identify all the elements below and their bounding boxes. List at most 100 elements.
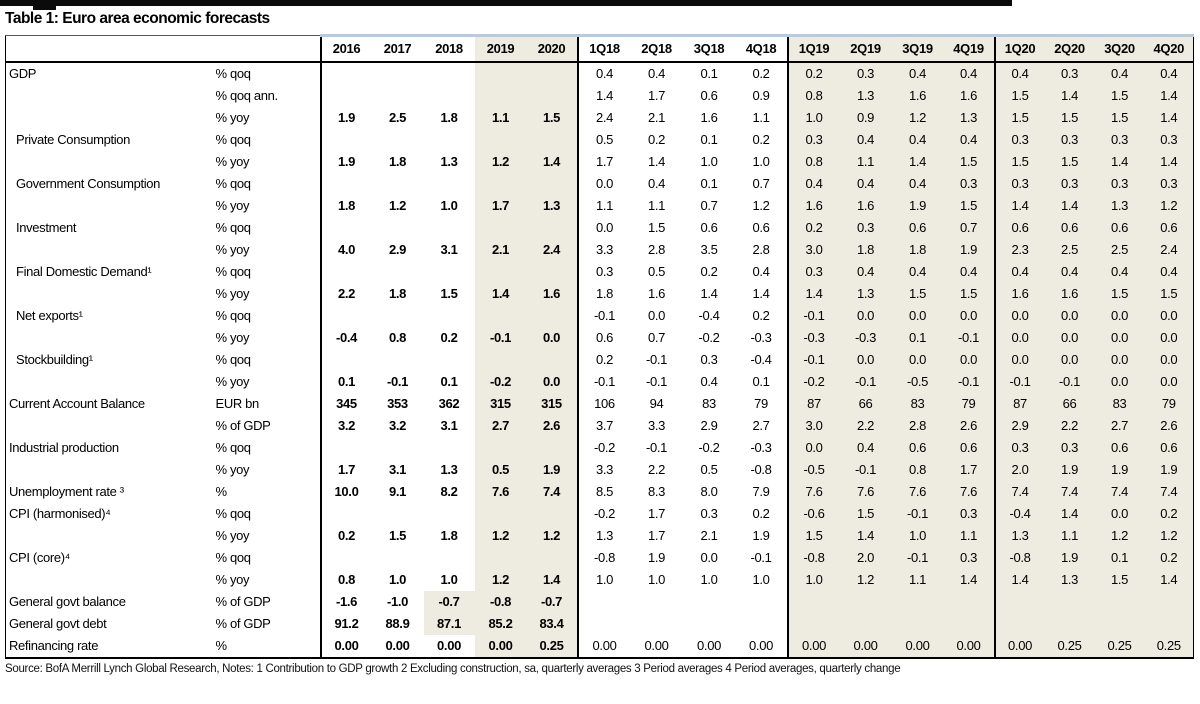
quarter-value-cell: 0.00: [943, 635, 995, 658]
year-value-cell: 0.25: [526, 635, 578, 658]
row-label-cell: [6, 239, 214, 261]
year-value-cell: [424, 547, 475, 569]
quarter-value-cell: 0.6: [1144, 217, 1194, 239]
quarter-value-cell: 0.4: [839, 437, 892, 459]
year-value-cell: -0.4: [319, 327, 372, 349]
quarter-value-cell: 2.1: [700, 528, 718, 543]
table-row: % yoy 0.1 -0.1 0.1 -0.2 0.0 -0.1 -0.1 0.4 0.1 -0.2…: [6, 371, 1194, 393]
quarter-value-cell: 0.25: [1144, 635, 1194, 658]
quarter-value-cell: 1.5: [891, 283, 944, 305]
quarter-value-cell: 2.4: [1144, 239, 1194, 261]
quarter-value-cell: 1.8: [576, 283, 631, 305]
year-value-cell: [319, 305, 372, 327]
quarter-value-cell: 0.6: [1144, 437, 1194, 459]
quarter-value-cell: [786, 591, 840, 613]
year-value-cell: [372, 503, 424, 525]
quarter-value-cell: -0.1: [786, 305, 840, 327]
unit-cell: EUR bn: [215, 396, 260, 411]
quarter-value-cell: 1.0: [786, 569, 840, 591]
quarter-value-cell: 0.3: [786, 129, 840, 151]
quarter-value-cell: 0.1: [752, 374, 770, 389]
quarter-value-cell: 0.1: [891, 327, 944, 349]
unit-cell: % yoy: [215, 330, 250, 345]
quarter-value-cell: 2.6: [943, 415, 995, 437]
quarter-value-cell: 1.2: [839, 569, 892, 591]
quarter-value-cell: 1.9: [1144, 459, 1194, 481]
year-value-cell: 0.5: [474, 459, 527, 481]
row-label-cell: [6, 107, 214, 129]
quarter-value-cell: 1.1: [1044, 525, 1095, 547]
quarter-value-cell: 1.4: [1144, 85, 1194, 107]
column-header: 2Q18: [630, 34, 683, 63]
table-header: 2016 2017 2018 2019 2020 1Q18 2Q18 3Q18 4Q18 1Q19…: [5, 34, 1194, 63]
year-value-cell: [526, 217, 578, 239]
column-header: 1Q20: [993, 34, 1045, 63]
year-value-cell: 1.5: [440, 286, 458, 301]
top-rule: [0, 0, 1012, 6]
quarter-value-cell: 0.3: [993, 437, 1045, 459]
year-value-cell: [319, 173, 372, 195]
unit-cell: % qoq: [215, 550, 251, 565]
quarter-value-cell: 8.3: [647, 484, 666, 499]
quarter-value-cell: [786, 613, 840, 635]
quarter-value-cell: 0.4: [647, 66, 666, 81]
year-value-cell: 88.9: [385, 616, 410, 631]
quarter-value-cell: -0.1: [576, 371, 631, 393]
table-row: Industrial production % qoq -0.2 -0.1 -0.2 -0…: [6, 437, 1194, 459]
quarter-value-cell: 1.5: [993, 107, 1045, 129]
quarter-value-cell: 0.3: [943, 173, 995, 195]
quarter-value-cell: 1.5: [647, 220, 666, 235]
table-row: % yoy -0.4 0.8 0.2 -0.1 0.0 0.6 0.7 -0.2 -0.3 -0.3…: [6, 327, 1194, 349]
year-value-cell: [319, 547, 372, 569]
quarter-value-cell: 1.2: [752, 198, 770, 213]
quarter-value-cell: [993, 613, 1045, 635]
year-value-cell: [372, 217, 424, 239]
table-row: Unemployment rate ³% 10.0 9.1 8.2 7.6 7.4 8.5 8…: [6, 481, 1194, 503]
year-value-cell: 0.1: [440, 374, 458, 389]
unit-cell: % qoq: [215, 506, 251, 521]
quarter-value-cell: 3.0: [786, 415, 840, 437]
table-row: Government Consumption % qoq 0.0 0.4 0.1 0.7 0…: [6, 173, 1194, 195]
year-value-cell: 0.00: [385, 638, 410, 653]
year-value-cell: 83.4: [526, 613, 578, 635]
quarter-value-cell: -0.1: [891, 547, 944, 569]
quarter-value-cell: 1.5: [993, 151, 1045, 173]
year-value-cell: 1.4: [526, 151, 578, 173]
quarter-value-cell: 0.6: [891, 217, 944, 239]
quarter-value-cell: 0.3: [700, 352, 718, 367]
table-row: % yoy 4.0 2.9 3.1 2.1 2.4 3.3 2.8 3.5 2.8 3.0 1.8 1.…: [6, 239, 1194, 261]
quarter-value-cell: 0.4: [1094, 261, 1145, 283]
year-value-cell: [424, 261, 475, 283]
row-label-cell: Current Account Balance: [9, 396, 145, 411]
quarter-value-cell: 0.6: [576, 327, 631, 349]
year-value-cell: [474, 547, 527, 569]
year-value-cell: 1.0: [388, 572, 407, 587]
year-value-cell: [474, 129, 527, 151]
year-value-cell: 3.2: [388, 418, 407, 433]
quarter-value-cell: 0.7: [943, 217, 995, 239]
quarter-value-cell: 0.2: [1144, 547, 1194, 569]
quarter-value-cell: -0.6: [786, 503, 840, 525]
quarter-value-cell: 1.9: [1044, 459, 1095, 481]
quarter-value-cell: [1044, 613, 1095, 635]
quarter-value-cell: 83: [702, 396, 716, 411]
quarter-value-cell: 1.4: [1044, 503, 1095, 525]
quarter-value-cell: [683, 613, 736, 635]
quarter-value-cell: [1144, 591, 1194, 613]
year-value-cell: -1.0: [386, 594, 408, 609]
quarter-value-cell: 0.4: [993, 62, 1045, 85]
quarter-value-cell: 0.2: [576, 349, 631, 371]
year-value-cell: [424, 437, 475, 459]
quarter-value-cell: 0.0: [1144, 327, 1194, 349]
year-value-cell: [372, 305, 424, 327]
year-value-cell: [372, 129, 424, 151]
quarter-value-cell: [943, 591, 995, 613]
quarter-value-cell: 0.5: [576, 129, 631, 151]
quarter-value-cell: 0.8: [891, 459, 944, 481]
quarter-value-cell: 0.0: [943, 305, 995, 327]
quarter-value-cell: 1.6: [943, 85, 995, 107]
quarter-value-cell: -0.5: [891, 371, 944, 393]
year-value-cell: [319, 503, 372, 525]
quarter-value-cell: 1.4: [943, 569, 995, 591]
quarter-value-cell: 0.25: [1044, 635, 1095, 658]
